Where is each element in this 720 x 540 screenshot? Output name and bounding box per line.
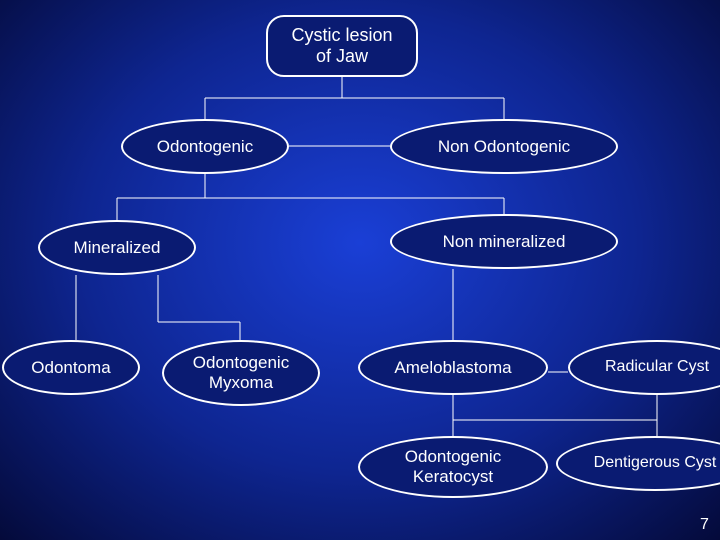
node-radicular: Radicular Cyst	[568, 340, 720, 395]
node-odonto-myxoma: Odontogenic Myxoma	[162, 340, 320, 406]
node-non-mineralized: Non mineralized	[390, 214, 618, 269]
node-keratocyst: Odontogenic Keratocyst	[358, 436, 548, 498]
node-dentigerous: Dentigerous Cyst	[556, 436, 720, 491]
diagram-canvas: 7 Cystic lesion of Jaw Odontogenic Non Odo…	[0, 0, 720, 540]
node-ameloblastoma: Ameloblastoma	[358, 340, 548, 395]
node-mineralized: Mineralized	[38, 220, 196, 275]
node-odontogenic: Odontogenic	[121, 119, 289, 174]
node-non-odontogenic: Non Odontogenic	[390, 119, 618, 174]
node-odontoma: Odontoma	[2, 340, 140, 395]
node-root: Cystic lesion of Jaw	[266, 15, 418, 77]
page-number: 7	[700, 516, 709, 534]
